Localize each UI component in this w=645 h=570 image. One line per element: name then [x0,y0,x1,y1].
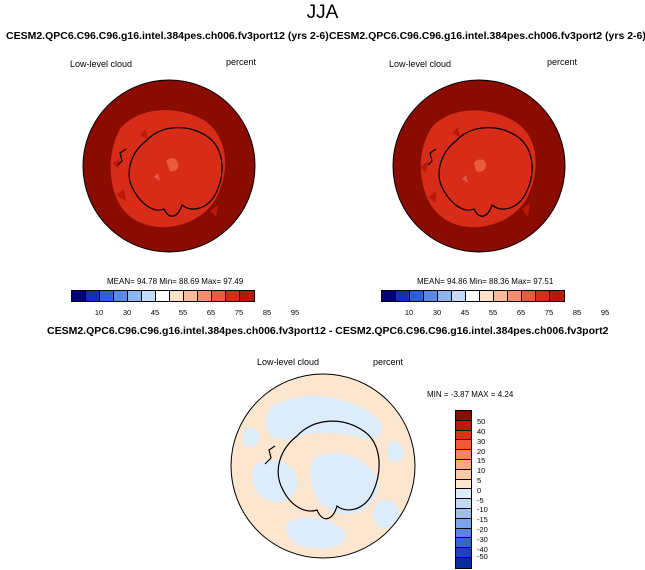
cb1-swatch [212,291,226,301]
cb3-tick-label: 0 [477,486,482,495]
cb3-swatch [456,420,471,431]
panel1-stats: MEAN= 94.78 Min= 88.69 Max= 97.49 [107,277,244,286]
cb3-swatch [456,508,471,519]
panel1-units-label: percent [226,57,257,67]
panel3-polar-map [230,373,416,559]
cb3-tick-label: -30 [477,535,488,544]
panel1-polar-map [82,79,256,253]
cb1-tick-label: 75 [234,308,244,317]
cb2-tick-label: 30 [432,308,442,317]
cb2-tick-label: 75 [544,308,554,317]
cb1-tick-label: 45 [150,308,160,317]
panel2-variable-label: Low-level cloud [389,59,452,69]
panel3-units-label: percent [373,357,404,367]
cb2-swatch [522,291,536,301]
cb2-tick-label: 10 [404,308,414,317]
cb3-swatch [456,548,471,558]
cb1-swatch [170,291,184,301]
cb2-tick-label: 95 [600,308,610,317]
cb1-tick-label: 95 [290,308,300,317]
panel2-units-label: percent [547,57,578,67]
cb2-swatch [480,291,494,301]
cb3-tick-label: -40 [477,545,488,554]
cb3-tick-label: -10 [477,505,488,514]
cb1-tick-label: 55 [178,308,188,317]
panel2-colorbar [381,290,565,302]
cb1-swatch [184,291,198,301]
cb3-swatch [456,528,471,539]
cb2-tick-label: 45 [460,308,470,317]
cb3-swatch [456,459,471,470]
cb1-swatch [72,291,86,301]
cb2-swatch [494,291,508,301]
cb3-tick-label: -5 [477,496,484,505]
cb3-swatch [456,440,471,451]
panel1-title: CESM2.QPC6.C96.C96.g16.intel.384pes.ch00… [6,30,329,42]
cb2-swatch [410,291,424,301]
panel3-variable-label: Low-level cloud [257,357,320,367]
cb2-swatch [452,291,466,301]
cb1-tick-label: 30 [122,308,132,317]
cb3-swatch [456,479,471,490]
cb2-tick-label: 85 [572,308,582,317]
cb2-swatch [396,291,410,301]
panel1-variable-label: Low-level cloud [70,59,133,69]
cb3-tick-label: -20 [477,525,488,534]
panel3-title: CESM2.QPC6.C96.C96.g16.intel.384pes.ch00… [47,325,609,337]
cb3-tick-label: 10 [477,466,486,475]
cb1-swatch [114,291,128,301]
cb3-tick-label: 5 [477,476,482,485]
cb2-swatch [508,291,522,301]
cb1-swatch [142,291,156,301]
cb2-tick-label: 65 [516,308,526,317]
cb1-swatch [240,291,254,301]
cb2-swatch [550,291,564,301]
season-title: JJA [306,2,339,23]
cb1-swatch [198,291,212,301]
panel2-title: CESM2.QPC6.C96.C96.g16.intel.384pes.ch00… [329,30,645,42]
cb1-tick-label: 85 [262,308,272,317]
cb3-swatch [456,430,471,441]
panel2-stats: MEAN= 94.86 Min= 88.36 Max= 97.51 [417,277,554,286]
cb3-tick-label: 20 [477,447,486,456]
cb3-tick-label: -15 [477,515,488,524]
cb3-swatch [456,411,471,421]
cb3-tick-label: 40 [477,427,486,436]
cb1-swatch [100,291,114,301]
cb1-tick-label: 65 [206,308,216,317]
cb3-tick-label: 50 [477,417,486,426]
cb1-tick-label: 10 [94,308,104,317]
cb1-swatch [156,291,170,301]
panel1-colorbar [71,290,255,302]
cb3-swatch [456,450,471,460]
cb3-swatch [456,469,471,480]
cb3-tick-label: 30 [477,437,486,446]
cb3-swatch [456,489,471,500]
panel3-colorbar [455,410,472,569]
panel3-stats: MIN = -3.87 MAX = 4.24 [427,390,514,399]
cb3-tick-label: -50 [477,552,488,561]
cb2-swatch [438,291,452,301]
cb1-swatch [86,291,100,301]
cb2-swatch [424,291,438,301]
cb2-swatch [382,291,396,301]
cb3-tick-label: 15 [477,456,486,465]
cb3-swatch [456,538,471,549]
panel2-polar-map [392,79,566,253]
cb2-swatch [536,291,550,301]
cb1-swatch [128,291,142,301]
cb2-tick-label: 55 [488,308,498,317]
cb3-swatch [456,499,471,509]
cb3-swatch [456,518,471,529]
cb1-swatch [226,291,240,301]
cb3-swatch [456,557,471,568]
cb2-swatch [466,291,480,301]
